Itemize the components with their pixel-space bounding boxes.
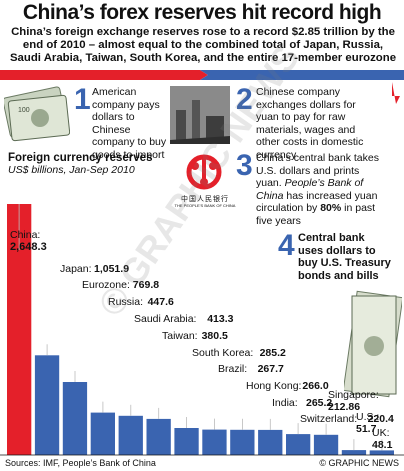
category-label: Russia: [108, 296, 143, 308]
bar-singapore [313, 434, 339, 455]
step-3-text: China’s central bank takes U.S. dollars … [256, 152, 380, 227]
pboc-logo-sub: THE PEOPLE’S BANK OF CHINA [174, 203, 236, 208]
bar-india [258, 429, 283, 455]
bar-russia [90, 412, 115, 455]
dollar-stack-icon [344, 290, 402, 398]
category-label: UK: [372, 427, 390, 439]
category-label: India: [272, 397, 298, 409]
bar-japan [34, 355, 60, 455]
step-3-text-e: in past five years [256, 202, 376, 227]
bar-saudi-arabia [118, 415, 143, 455]
step-3-number: 3 [236, 149, 253, 182]
category-label: South Korea: [192, 347, 253, 359]
value-label: 267.7 [258, 363, 284, 375]
footer: Sources: IMF, People’s Bank of China © G… [0, 457, 404, 471]
step-3-text-c: has increased yuan circulation by [256, 189, 378, 215]
value-label: 285.2 [260, 347, 286, 359]
value-label: 51.7 [356, 423, 377, 435]
pboc-logo-icon [186, 154, 222, 190]
category-label: Switzerland: [300, 413, 357, 425]
credit: © GRAPHIC NEWS [319, 458, 399, 468]
value-label: 265.2 [306, 397, 332, 409]
category-label: Hong Kong: [246, 380, 301, 392]
chart-subtitle: US$ billions, Jan-Sep 2010 [8, 164, 135, 176]
page-subtitle: China’s foreign exchange reserves rose t… [9, 26, 397, 64]
step-3-text-a: China’s central bank takes U.S. dollars … [256, 152, 379, 189]
step-4-text: Central bank uses dollars to buy U.S. Tr… [298, 232, 391, 282]
step-2-number: 2 [236, 83, 253, 116]
step-3-text-d: 80% [320, 202, 342, 214]
value-label: 220.4 [368, 413, 394, 425]
category-label: U.S.: [356, 411, 379, 423]
svg-text:100: 100 [18, 107, 30, 114]
value-label: 447.6 [148, 296, 174, 308]
bar-brazil [202, 429, 227, 455]
step-2-text: Chinese company exchanges dollars for yu… [256, 86, 364, 161]
pboc-logo-text: 中国人民银行 [181, 196, 229, 203]
category-label: China: [10, 229, 40, 241]
value-label: 413.3 [207, 313, 233, 325]
value-label: 2,648.3 [10, 241, 47, 253]
category-label: Brazil: [218, 363, 247, 375]
dollar-bill-icon: 100 [4, 86, 70, 142]
chart-header: Foreign currency reserves US$ billions, … [8, 152, 152, 176]
step-3-text-b: People’s Bank of China [256, 177, 364, 202]
flow-arrow-blue [200, 70, 404, 80]
chart-title: Foreign currency reserves [8, 152, 153, 164]
value-label: 212.86 [328, 401, 360, 413]
flow-arrow-down-icon [392, 82, 400, 104]
category-label: Singapore: [328, 389, 379, 401]
value-label: 769.8 [133, 279, 159, 291]
flow-arrow-red [0, 70, 208, 80]
bar-south-korea [174, 428, 199, 455]
value-label: 380.5 [202, 330, 228, 342]
bar-eurozone [62, 382, 88, 455]
step-4-number: 4 [278, 229, 295, 262]
factory-icon [170, 86, 230, 144]
bar-hong-kong [230, 429, 255, 455]
category-label: Eurozone: [82, 279, 130, 291]
bar-uk [369, 450, 394, 455]
bar-switzerland [286, 434, 311, 455]
step-1-text: American company pays dollars to Chinese… [92, 86, 167, 161]
category-label: Japan: [60, 263, 92, 275]
category-label: Saudi Arabia: [134, 313, 196, 325]
value-label: 1,051.9 [94, 263, 129, 275]
flow-arrow [0, 70, 404, 80]
page-title: China’s forex reserves hit record high [22, 1, 382, 24]
source-note: Sources: IMF, People’s Bank of China [5, 458, 156, 468]
bar-u-s- [341, 450, 367, 455]
step-1-number: 1 [74, 83, 91, 116]
value-label: 266.0 [302, 380, 328, 392]
value-label: 48.1 [372, 439, 393, 451]
category-label: Taiwan: [162, 330, 198, 342]
bar-taiwan [146, 418, 171, 455]
